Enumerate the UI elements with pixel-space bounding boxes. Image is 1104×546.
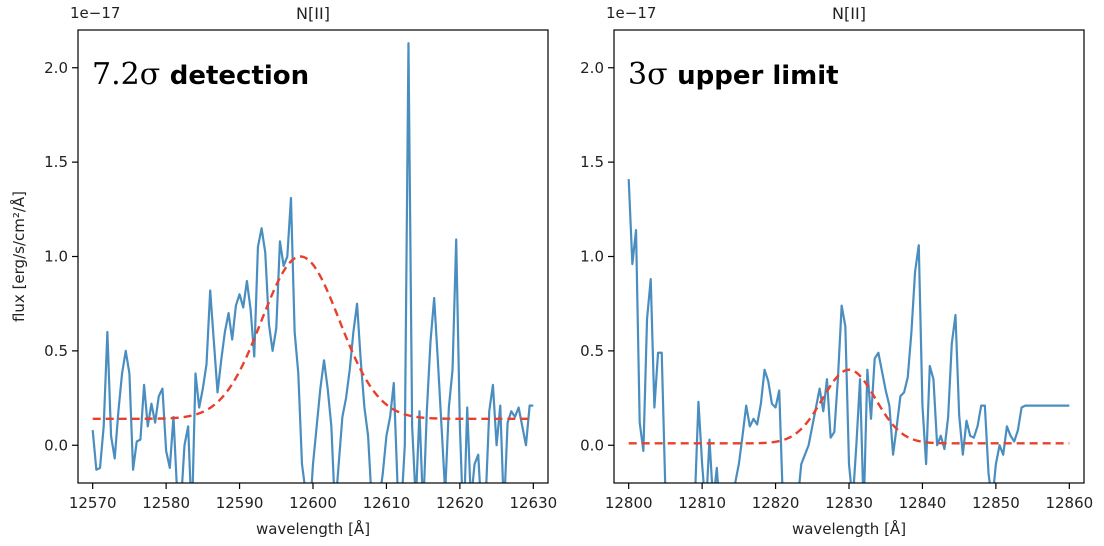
annotation-label: upper limit — [677, 61, 839, 91]
y-tick-label: 1.5 — [44, 153, 68, 171]
annotation-significance: 3σ — [628, 57, 677, 92]
spectrum-line — [627, 179, 1070, 483]
y-tick-label: 0.0 — [44, 436, 68, 454]
right-panel: 12800 12810 12820 12830 12840 12850 12860 0.0 0.… — [580, 4, 1093, 538]
x-tick-label: 12610 — [363, 494, 411, 512]
x-tick-label: 12620 — [436, 494, 484, 512]
x-tick-label: 12600 — [289, 494, 337, 512]
annotation-text: 3σ upper limit — [628, 57, 839, 92]
x-tick-label: 12580 — [142, 494, 190, 512]
x-tick-label: 12800 — [605, 494, 653, 512]
y-offset-label: 1e−17 — [606, 4, 656, 22]
x-tick-label: 12590 — [216, 494, 264, 512]
x-tick-label: 12570 — [69, 494, 117, 512]
y-tick-label: 0.5 — [580, 342, 604, 360]
x-tick-label: 12830 — [825, 494, 873, 512]
annotation-text: 7.2σ detection — [92, 57, 309, 92]
gaussian-fit-line — [628, 368, 1070, 445]
left-panel: 12570 12580 12590 12600 12610 12620 12630 0.0 0.… — [9, 4, 557, 538]
plot-frame — [613, 29, 1085, 484]
annotation-significance: 7.2σ — [92, 57, 170, 92]
y-tick-label: 0.0 — [580, 436, 604, 454]
chart-title: N[II] — [296, 4, 330, 23]
y-tick-label: 1.0 — [44, 248, 68, 266]
x-tick-label: 12820 — [752, 494, 800, 512]
x-tick-label: 12630 — [509, 494, 557, 512]
x-tick-label: 12840 — [899, 494, 947, 512]
y-tick-label: 2.0 — [44, 59, 68, 77]
y-offset-label: 1e−17 — [70, 4, 120, 22]
y-axis-label: flux [erg/s/cm²/Å] — [9, 191, 28, 322]
y-tick-label: 1.5 — [580, 153, 604, 171]
x-axis-label: wavelength [Å] — [792, 519, 906, 538]
y-tick-label: 2.0 — [580, 59, 604, 77]
y-tick-label: 1.0 — [580, 248, 604, 266]
x-tick-label: 12850 — [972, 494, 1020, 512]
chart-title: N[II] — [832, 4, 866, 23]
y-tick-label: 0.5 — [44, 342, 68, 360]
x-tick-label: 12860 — [1045, 494, 1093, 512]
spectrum-line — [91, 42, 534, 483]
x-tick-label: 12810 — [678, 494, 726, 512]
gaussian-fit-line — [92, 255, 534, 421]
x-axis-label: wavelength [Å] — [256, 519, 370, 538]
annotation-label: detection — [170, 61, 309, 91]
